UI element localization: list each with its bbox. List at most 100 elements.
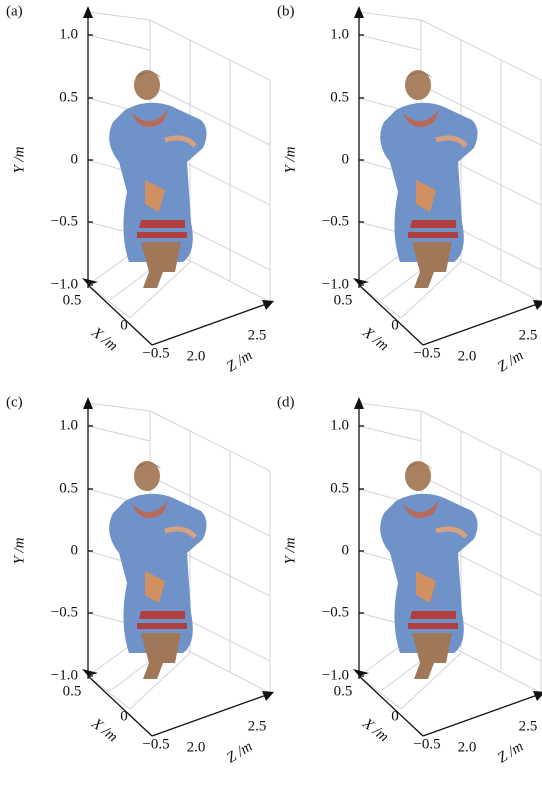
panel: (a)1.00.50−0.5−1.00.50−0.5 2.02.5Y /mX /m… [6, 3, 274, 375]
x-tick-label: 0 [120, 708, 128, 724]
y-tick-label: −0.5 [322, 604, 349, 620]
y-tick-label: 0.5 [59, 480, 78, 496]
z-tick-label: 2.0 [458, 348, 477, 364]
z-axis [151, 301, 273, 346]
z-axis [151, 692, 273, 737]
point-cloud-person [109, 461, 206, 679]
x-axis-label: X /m [88, 715, 121, 746]
x-axis [87, 284, 153, 346]
x-tick-label: 0 [120, 317, 128, 333]
grid-line [420, 410, 542, 472]
grid-line [420, 84, 542, 146]
grid-line [87, 425, 151, 442]
x-tick-label: 0 [391, 317, 399, 333]
arrow [262, 300, 274, 310]
y-tick-label: 0 [71, 151, 79, 167]
z-axis [422, 692, 542, 737]
y-tick-label: 0.5 [330, 89, 349, 105]
grid-line [87, 11, 151, 21]
panel-label: (d) [277, 394, 295, 410]
y-tick-label: −1.0 [51, 667, 78, 683]
grid-line [358, 402, 422, 412]
z-tick-label: 2.0 [187, 348, 206, 364]
grid-line [358, 34, 422, 51]
x-axis [87, 675, 153, 737]
y-tick-label: 1.0 [59, 417, 78, 433]
y-tick-label: −0.5 [51, 604, 78, 620]
arrow [262, 691, 274, 701]
panel-label: (b) [277, 3, 295, 19]
panel: (d)1.00.50−0.5−1.00.50−0.5 2.02.5Y /mX /m… [277, 394, 542, 766]
grid-line [420, 19, 542, 81]
point-cloud-person [380, 461, 477, 679]
z-tick-label: 2.5 [519, 327, 538, 343]
grid-line [87, 284, 131, 319]
y-tick-label: 0 [342, 151, 350, 167]
z-tick-label: 2.5 [519, 718, 538, 734]
x-axis [358, 675, 424, 737]
y-tick-label: −1.0 [51, 276, 78, 292]
x-tick-label: 0.5 [334, 683, 353, 699]
arrow [533, 691, 542, 701]
z-tick-label: 2.5 [248, 718, 267, 734]
panel: (c)1.00.50−0.5−1.00.50−0.5 2.02.5Y /mX /m… [6, 394, 274, 766]
grid-line [87, 402, 151, 412]
grid-line [149, 475, 271, 537]
z-axis-label: Z /m [224, 347, 256, 375]
arrow [354, 397, 364, 409]
y-tick-label: −0.5 [322, 213, 349, 229]
z-axis-label: Z /m [495, 738, 527, 766]
grid-line [149, 84, 271, 146]
y-tick-label: −1.0 [322, 276, 349, 292]
y-tick-label: 1.0 [59, 26, 78, 42]
grid-line [149, 410, 271, 472]
x-tick-label: −0.5 [142, 736, 169, 752]
x-tick-label: −0.5 [413, 736, 440, 752]
arrow [82, 278, 98, 285]
arrow [354, 6, 364, 18]
arrow [83, 6, 93, 18]
grid-line [358, 284, 402, 319]
grid-line [358, 675, 402, 710]
y-axis-label: Y /m [282, 146, 298, 173]
y-tick-label: 1.0 [330, 26, 349, 42]
y-tick-label: 1.0 [330, 417, 349, 433]
z-axis [422, 301, 542, 346]
grid-line [87, 675, 131, 710]
arrow [82, 669, 98, 676]
grid-line [87, 34, 151, 51]
point-cloud-person [109, 70, 206, 288]
grid-line [400, 261, 462, 319]
y-tick-label: 0.5 [59, 89, 78, 105]
grid-line [400, 652, 462, 710]
y-axis-label: Y /m [11, 537, 27, 564]
y-tick-label: −1.0 [322, 667, 349, 683]
arrow [533, 300, 542, 310]
grid-line [420, 475, 542, 537]
z-tick-label: 2.0 [187, 739, 206, 755]
arrow [353, 278, 369, 285]
y-axis-label: Y /m [282, 537, 298, 564]
x-axis-label: X /m [88, 324, 121, 355]
x-axis-label: X /m [359, 715, 392, 746]
z-tick-label: 2.0 [458, 739, 477, 755]
z-axis-label: Z /m [495, 347, 527, 375]
grid-line [358, 11, 422, 21]
y-tick-label: 0 [342, 542, 350, 558]
x-tick-label: −0.5 [413, 345, 440, 361]
x-tick-label: 0.5 [63, 292, 82, 308]
x-axis [358, 284, 424, 346]
panel-label: (c) [6, 394, 23, 410]
panel-label: (a) [6, 3, 23, 19]
x-tick-label: 0.5 [334, 292, 353, 308]
grid-line [149, 19, 271, 81]
arrow [353, 669, 369, 676]
z-tick-label: 2.5 [248, 327, 267, 343]
grid-line [129, 261, 191, 319]
y-tick-label: 0.5 [330, 480, 349, 496]
x-tick-label: −0.5 [142, 345, 169, 361]
panel: (b)1.00.50−0.5−1.00.50−0.5 2.02.5Y /mX /m… [277, 3, 542, 375]
y-axis-label: Y /m [11, 146, 27, 173]
x-axis-label: X /m [359, 324, 392, 355]
